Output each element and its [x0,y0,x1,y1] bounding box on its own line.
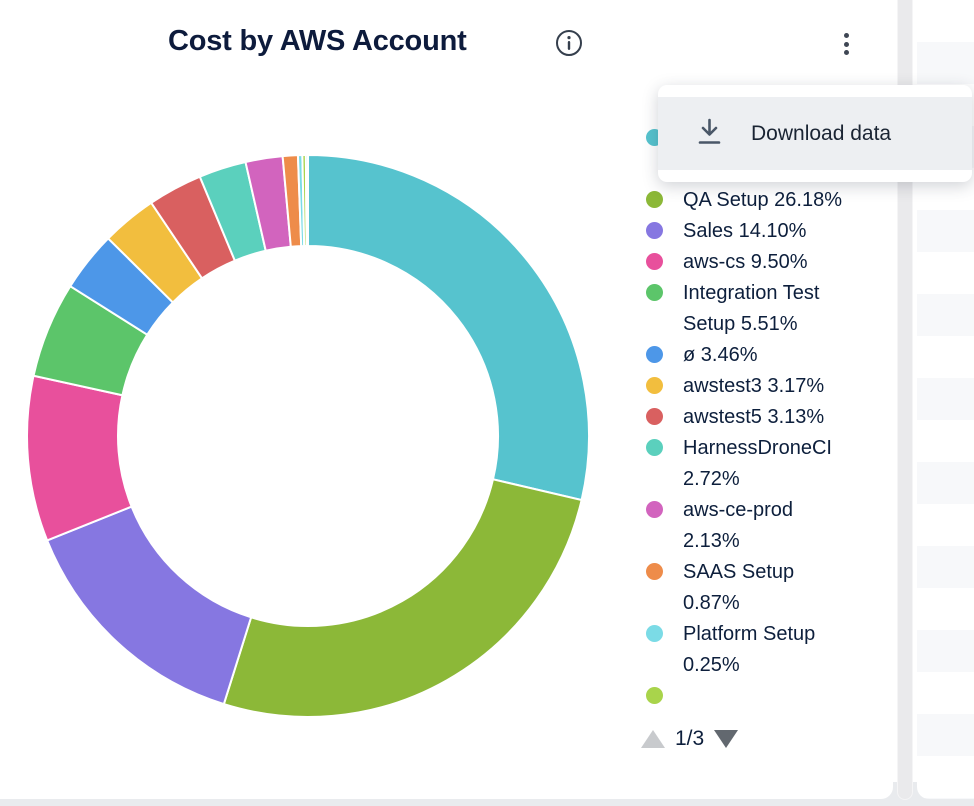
legend-item: HarnessDroneCI 2.72% [645,433,855,495]
kebab-menu-icon[interactable] [833,27,859,61]
legend-item-label: ø 3.46% [683,344,758,366]
legend-item-label: aws-cs 9.50% [683,251,808,273]
legend-item: awstest5 3.13% [645,402,855,433]
download-icon [696,117,723,151]
legend-color-dot [646,346,663,363]
legend-color-dot [646,222,663,239]
donut-segment-0[interactable] [307,153,590,502]
donut-chart[interactable] [18,146,598,726]
legend-color-dot [646,439,663,456]
triangle-up-icon[interactable] [641,730,665,748]
chart-legend: QA Setup 26.18% Sales 14.10% aws-cs 9.50% I… [645,123,855,729]
legend-item [645,681,855,729]
triangle-down-icon[interactable] [714,730,739,748]
legend-color-dot [646,625,663,642]
legend-color-dot [646,687,663,704]
legend-item: aws-cs 9.50% [645,247,855,278]
legend-item-label: QA Setup 26.18% [683,189,843,211]
legend-item-label: Integration Test Setup 5.51% [683,282,820,335]
donut-segment-13[interactable] [304,153,309,248]
donut-segment-2[interactable] [45,505,253,706]
donut-segment-1[interactable] [222,478,583,718]
legend-item: aws-ce-prod 2.13% [645,495,855,557]
legend-color-dot [646,377,663,394]
legend-item-label: awstest3 3.17% [683,375,825,397]
legend-color-dot [646,284,663,301]
legend-item-label: Sales 14.10% [683,220,807,242]
scrollbar-thumb[interactable] [897,0,913,800]
legend-item-label: aws-ce-prod 2.13% [683,499,794,552]
download-data-menu-item[interactable]: Download data [658,97,972,170]
legend-color-dot [646,501,663,518]
legend-color-dot [646,408,663,425]
info-circle-icon[interactable] [555,29,583,57]
legend-item-label: awstest5 3.13% [683,406,825,428]
legend-item: Sales 14.10% [645,216,855,247]
legend-item-label: SAAS Setup 0.87% [683,561,795,614]
page-indicator: 1/3 [675,727,705,750]
legend-item: ø 3.46% [645,340,855,371]
kebab-dot [843,33,849,38]
legend-pagination: 1/3 [641,725,739,753]
legend-item: Integration Test Setup 5.51% [645,278,855,340]
legend-item: QA Setup 26.18% [645,185,855,216]
legend-item-label: HarnessDroneCI 2.72% [683,437,832,490]
page-title: Cost by AWS Account [168,25,467,57]
legend-item-label: Platform Setup 0.25% [683,623,816,676]
kebab-dot [843,50,849,55]
legend-item: SAAS Setup 0.87% [645,557,855,619]
kebab-dot [843,41,849,47]
legend-color-dot [646,563,663,580]
card-options-menu: Download data [658,85,972,182]
legend-color-dot [646,191,663,208]
legend-item: Platform Setup 0.25% [645,619,855,681]
download-data-label: Download data [751,121,892,145]
legend-color-dot [646,253,663,270]
legend-item: awstest3 3.17% [645,371,855,402]
